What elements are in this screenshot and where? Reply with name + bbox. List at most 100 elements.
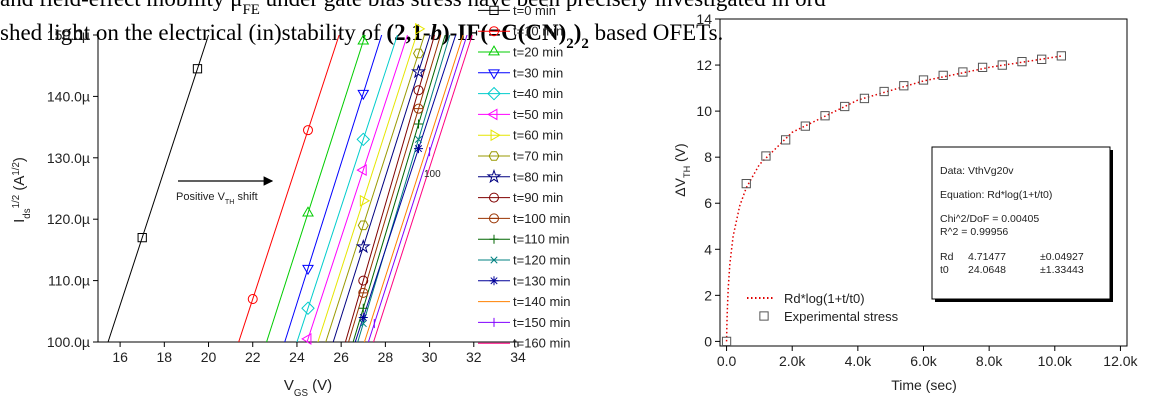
x-tick-label: 30 [422,349,438,365]
marker [357,220,369,231]
text-part: )-IF(=C(CN) [442,20,566,45]
marker [358,287,369,298]
series-line [357,35,451,342]
x-tick-label: 2.0k [779,353,806,369]
text-part: b [431,20,443,45]
marker [358,303,368,313]
legend-label: t=10 min [513,24,563,39]
legend-label: t=160 min [513,336,570,351]
x-tick-label: 12.0k [1103,353,1138,369]
x-tick-label: 16 [112,349,128,365]
marker [761,151,771,161]
x-axis-label: Time (sec) [891,377,957,393]
x-tick-label: 24 [289,349,305,365]
x-tick-label: 0.0 [717,353,737,369]
fit-curve [725,55,1062,342]
legend-label: t=70 min [513,149,563,164]
info-box-text: R^2 = 0.99956 [940,226,1008,238]
series-line [373,35,473,342]
marker [879,86,889,97]
legend-marker [489,26,500,37]
series-line [348,35,442,342]
series-line [107,35,210,342]
series-line [284,35,383,342]
text-part: (A [11,176,28,195]
marker [247,294,258,305]
text-part: 1/2 [11,162,22,176]
legend-marker [489,234,499,244]
info-box-text: 4.71477 [968,251,1006,263]
legend-marker [488,151,500,161]
series-line [306,35,408,342]
legend-marker [490,129,501,142]
marker [357,89,370,101]
info-box-text: ±0.04927 [1040,251,1084,263]
marker [918,75,929,85]
legend-label: t=50 min [513,107,563,122]
marker [137,232,147,243]
text-part: Positive V [176,191,226,203]
legend-label: t=110 min [513,232,570,247]
plot-frame [719,18,1128,347]
marker [301,332,312,345]
x-tick-label: 8.0k [976,353,1003,369]
y-tick-label: 120.0µ [47,211,90,227]
marker [359,319,367,328]
x-tick-label: 32 [466,349,482,365]
series-line [367,35,468,342]
marker [414,135,423,143]
marker [411,63,427,79]
legend-label: t=30 min [513,65,563,80]
series-line [344,35,436,342]
legend-label: t=150 min [513,315,570,330]
legend-label: t=130 min [513,273,570,288]
marker [303,125,314,136]
x-tick-label: 18 [157,349,173,365]
legend-label: t=40 min [513,86,563,101]
y-tick-label: 140.0µ [47,88,90,104]
y-axis-label: Ids1/2 (A1/2) [11,157,33,223]
legend-marker [488,69,500,80]
series-line [354,35,457,342]
text-part: based OFETs. [589,20,723,45]
text-part: TH [225,198,235,206]
text-part: Time (sec) [891,377,957,393]
marker [359,194,371,207]
text-part: ds [22,208,33,218]
legend-marker [488,45,500,56]
marker [414,119,424,129]
y-tick-label: 100.0µ [47,334,90,350]
text-part: shift [234,191,257,203]
marker [358,312,368,322]
text-part: ΔV [672,177,688,196]
y-tick-label: 0 [704,333,712,349]
curve-label: 100 [424,169,441,180]
info-box-text: Chi^2/DoF = 0.00405 [940,213,1039,225]
text-part: 1/2 [11,195,22,209]
text-part: FE [242,2,259,18]
marker [302,264,314,276]
legend-marker [489,213,500,224]
legend-marker [486,168,502,184]
legend-marker [487,108,498,121]
marker [356,164,367,177]
marker [859,93,870,104]
marker [741,179,751,189]
text-part: 2 [581,36,588,52]
series-line [363,35,464,342]
marker [355,238,371,254]
text-part: shed light on the electrical (in)stabili… [0,20,386,45]
x-tick-label: 10.0k [1038,353,1073,369]
x-tick-label: 34 [510,349,526,365]
text-part: V [284,377,294,394]
marker [413,48,425,59]
series-line [352,35,446,342]
x-axis-label: VGS (V) [284,377,332,399]
marker [356,132,371,147]
y-tick-label: 14 [696,11,712,27]
x-tick-label: 26 [333,349,349,365]
info-box-text: Equation: Rd*log(1+t/t0) [940,189,1052,201]
marker [415,22,426,35]
info-box-text: 24.0648 [968,264,1006,276]
